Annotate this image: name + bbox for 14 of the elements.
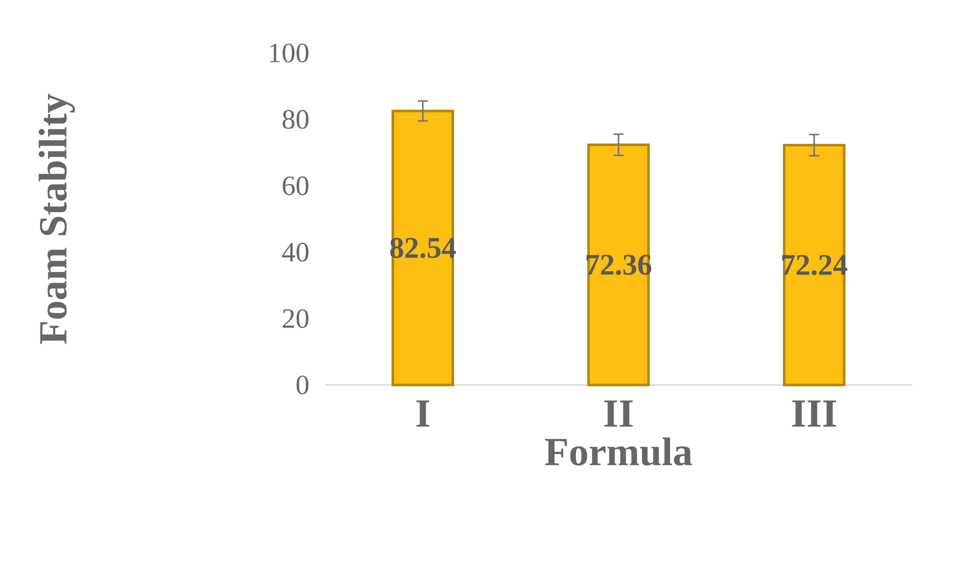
bar: [392, 110, 454, 386]
x-tick-label: I: [416, 400, 430, 427]
y-tick-label: 80: [282, 110, 308, 129]
y-tick-label: 100: [270, 44, 308, 62]
x-tick-label: II: [604, 400, 633, 427]
y-tick-label: 40: [282, 242, 308, 262]
y-axis-title: Foam Stability: [38, 94, 75, 344]
y-tick-label: 60: [282, 176, 308, 196]
y-tick-label: 0: [296, 376, 308, 394]
x-tick-label: III: [792, 400, 836, 427]
bar: [782, 144, 846, 386]
x-axis-title: Formula: [545, 437, 692, 466]
y-tick-label: 20: [282, 309, 308, 328]
bar: [587, 144, 650, 386]
